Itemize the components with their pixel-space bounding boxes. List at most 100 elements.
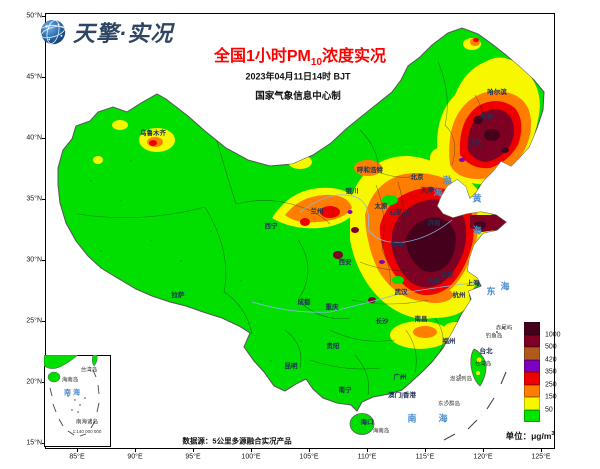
tianqing-globe-icon [40, 19, 66, 45]
axis-tick [42, 15, 45, 17]
tianqing-logo: 天擎·实况 [38, 16, 173, 48]
city-label: 福州 [442, 337, 456, 345]
axis-tick [42, 198, 45, 200]
city-label: 兰州 [310, 207, 324, 215]
legend-value: 1000 [545, 331, 561, 338]
sea-label: 东 [486, 286, 496, 297]
axis-tick [42, 259, 45, 261]
city-label: 上海 [466, 279, 480, 287]
city-label: 贵阳 [326, 342, 340, 350]
map-title: 全国1小时PM10浓度实况 [214, 42, 386, 68]
city-label: 武汉 [394, 288, 408, 296]
axis-tick [42, 320, 45, 322]
lon-label: 95°E [185, 453, 201, 461]
inset-label: 1:140 000 000 [72, 428, 102, 434]
sea-label: 黄 [472, 193, 482, 204]
city-label: 哈尔滨 [487, 88, 507, 96]
city-label: 西安 [338, 258, 352, 266]
inset-islets [67, 395, 86, 413]
legend-value: 350 [545, 368, 557, 376]
legend-color-block [524, 322, 540, 335]
island-label: 台湾岛 [474, 361, 492, 368]
lon-label: 90°E [127, 453, 143, 461]
city-label: 南昌 [414, 315, 428, 323]
datetime-label: 2023年04月11日14时 BJT [245, 71, 351, 82]
city-label: 昆明 [284, 362, 298, 370]
city-label: 台北 [479, 347, 493, 355]
taiwan-island [470, 348, 487, 387]
city-label: 银川 [345, 187, 359, 195]
producer-credit: 国家气象信息中心制 [255, 91, 341, 102]
city-label: 长沙 [375, 317, 389, 325]
island-label: 钓鱼岛 [485, 333, 503, 340]
legend-color-block [524, 359, 540, 372]
sea-label: 海 [438, 413, 448, 424]
inset-nine-dash [49, 369, 100, 437]
lon-label: 105°E [299, 453, 319, 461]
lat-label: 30°N [26, 256, 42, 264]
south-china-sea-inset [44, 355, 111, 447]
legend-color-block [524, 372, 540, 385]
pollution-purple [347, 158, 465, 264]
island-label: 东沙群岛 [437, 401, 461, 408]
lat-label: 20°N [26, 378, 42, 386]
province-boundaries [77, 61, 486, 396]
pollution-layers [77, 38, 540, 396]
inset-coast [44, 355, 79, 369]
city-label: 济南 [427, 219, 441, 227]
lon-label: 85°E [69, 453, 85, 461]
legend-value: 50 [545, 406, 553, 413]
inset-label: 台湾岛 [80, 367, 98, 374]
taiwan-yellow-spot2 [476, 371, 480, 375]
city-label: 重庆 [325, 303, 339, 311]
map-layers [57, 27, 545, 441]
legend-color-block [524, 347, 540, 360]
inset-taiwan [91, 355, 98, 367]
lat-label: 45°N [26, 73, 42, 81]
brand-name: 天擎·实况 [73, 21, 174, 46]
sea-label: 海 [500, 281, 510, 292]
unit-superscript: 3 [551, 431, 555, 438]
legend-value: 500 [545, 343, 557, 351]
axis-tick [366, 449, 368, 452]
plot-frame [45, 13, 555, 449]
axis-tick [42, 442, 45, 444]
city-label: 南京 [440, 271, 454, 279]
lat-label: 40°N [26, 134, 42, 142]
city-label: 北京 [410, 173, 424, 181]
title-subscript: 10 [310, 57, 323, 69]
island-label: 澎湖列岛 [449, 376, 473, 383]
sea-label: 渤 [442, 175, 452, 186]
inset-hainan [47, 371, 61, 383]
city-label: 呼和浩特 [357, 166, 383, 174]
axis-tick [192, 449, 194, 452]
city-label: 合肥 [427, 277, 441, 285]
axis-tick [540, 449, 542, 452]
rivers [251, 194, 479, 313]
city-label: 成都 [297, 298, 311, 306]
city-label: 郑州 [390, 240, 404, 248]
sea-label: 海 [433, 187, 443, 198]
lon-label: 125°E [531, 453, 551, 461]
lat-label: 35°N [26, 195, 42, 203]
lon-label: 115°E [415, 453, 435, 461]
lat-label: 50°N [26, 12, 42, 20]
sea-label: 海 [472, 225, 482, 236]
axis-tick [42, 76, 45, 78]
lon-label: 110°E [357, 453, 377, 461]
island-label: 海南岛 [372, 428, 390, 435]
taiwan-yellow-spot [476, 357, 482, 363]
islets [446, 327, 504, 402]
axis-tick [424, 449, 426, 452]
axis-tick [134, 449, 136, 452]
title-prefix: 全国1小时PM [213, 47, 311, 65]
city-label: 广州 [393, 373, 407, 381]
lon-label: 120°E [473, 453, 493, 461]
clean-patches [382, 54, 462, 284]
city-label: 西宁 [264, 222, 278, 230]
axis-tick [76, 449, 78, 452]
axis-tick [42, 137, 45, 139]
legend-color-block [524, 384, 540, 397]
unit-label: 单位：μg/m3 [506, 430, 555, 442]
legend-colorbar [524, 322, 540, 422]
